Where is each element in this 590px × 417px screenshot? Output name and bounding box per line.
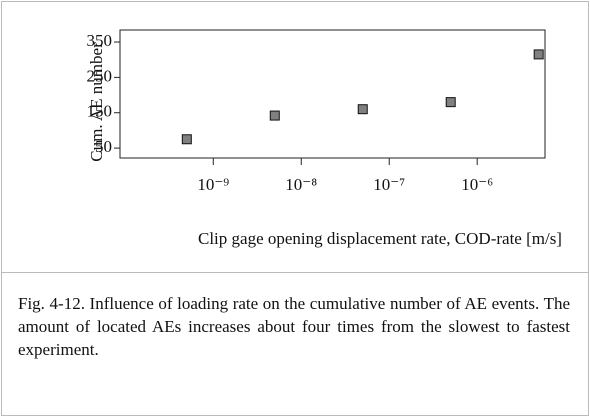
point (269, 110, 280, 121)
divider (1, 272, 589, 273)
point (357, 104, 368, 115)
y-tick-label: 350 (87, 31, 113, 50)
x-axis-label: Clip gage opening displacement rate, COD… (198, 229, 562, 248)
x-tick-label: 10⁻⁷ (373, 175, 405, 194)
x-tick-label: 10⁻⁹ (197, 175, 229, 194)
caption: Fig. 4-12. Influence of loading rate on … (18, 294, 570, 359)
y-tick-label: 250 (87, 66, 113, 85)
y-tick-label: 150 (87, 102, 113, 121)
chart: Clip gage opening displacement rate, COD… (87, 29, 562, 248)
y-tick-label: 50 (95, 137, 112, 156)
x-tick-label: 10⁻⁶ (461, 175, 493, 194)
plot-frame (119, 29, 546, 159)
point (533, 49, 544, 60)
point (445, 97, 456, 108)
x-tick-label: 10⁻⁸ (285, 175, 317, 194)
y-axis-label: Cum. AE number (87, 42, 106, 162)
point (181, 134, 192, 145)
